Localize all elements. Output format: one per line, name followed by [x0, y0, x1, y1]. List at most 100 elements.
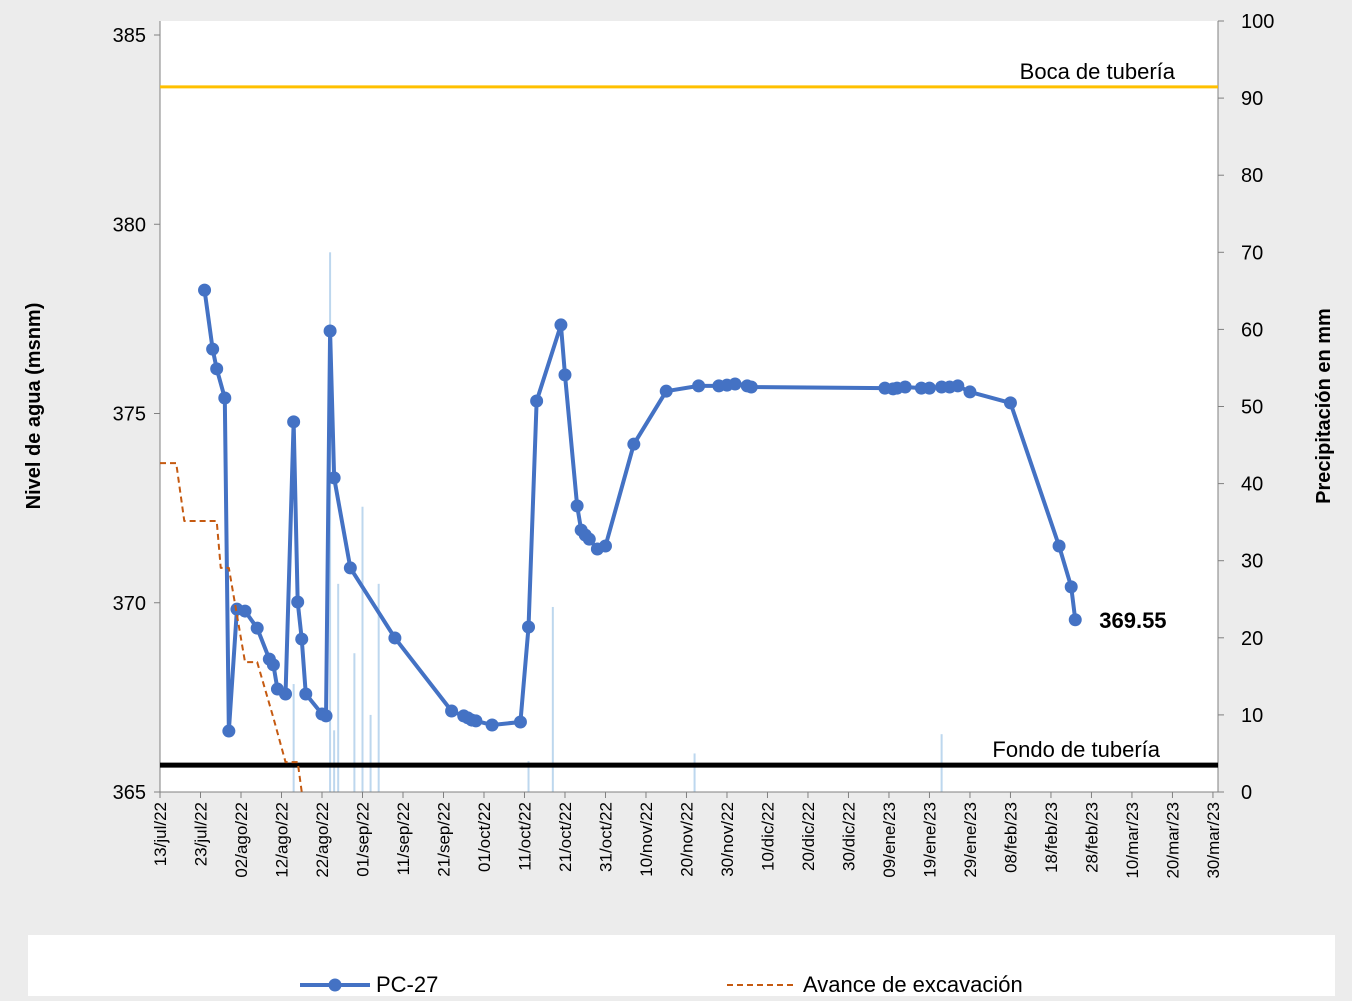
series-marker: [206, 342, 220, 356]
x-tick-label: 01/sep/22: [353, 802, 372, 877]
x-tick-label: 30/nov/22: [718, 802, 737, 877]
x-tick-label: 10/mar/23: [1123, 802, 1142, 879]
series-marker: [951, 379, 965, 393]
data-label: 369.55: [1099, 608, 1166, 633]
x-tick-label: 22/ago/22: [313, 802, 332, 878]
x-tick-label: 28/feb/23: [1082, 802, 1101, 873]
y2-tick-label: 30: [1241, 551, 1263, 573]
series-marker: [963, 385, 977, 399]
y2-tick-label: 70: [1241, 242, 1263, 264]
x-tick-label: 10/nov/22: [637, 802, 656, 877]
y2-tick-label: 90: [1241, 88, 1263, 110]
precip-bar: [353, 653, 356, 792]
series-marker: [728, 377, 742, 391]
precip-bar: [693, 753, 696, 792]
series-marker: [343, 561, 357, 575]
x-tick-label: 30/mar/23: [1204, 802, 1223, 879]
legend-marker: [328, 978, 342, 992]
x-tick-label: 20/mar/23: [1163, 802, 1182, 879]
x-tick-label: 31/oct/22: [596, 802, 615, 872]
x-tick-label: 09/ene/23: [880, 802, 899, 878]
x-tick-label: 11/oct/22: [515, 802, 534, 871]
series-marker: [744, 380, 758, 394]
y2-tick-label: 60: [1241, 319, 1263, 341]
x-tick-label: 10/dic/22: [758, 802, 777, 871]
x-tick-label: 08/feb/23: [1001, 802, 1020, 873]
y2-tick-label: 100: [1241, 11, 1274, 33]
series-marker: [299, 687, 313, 701]
series-marker: [222, 724, 236, 738]
precip-bar: [369, 714, 372, 792]
series-marker: [319, 709, 333, 723]
series-marker: [266, 658, 280, 672]
series-marker: [327, 471, 341, 485]
x-tick-label: 01/oct/22: [475, 802, 494, 872]
y2-tick-label: 40: [1241, 474, 1263, 496]
y-tick-label: 375: [113, 404, 146, 426]
x-tick-label: 13/jul/22: [151, 802, 170, 866]
series-marker: [598, 539, 612, 553]
x-tick-label: 18/feb/23: [1042, 802, 1061, 873]
precip-bar: [337, 583, 340, 792]
series-marker: [469, 714, 483, 728]
series-marker: [210, 362, 224, 376]
y2-tick-label: 20: [1241, 628, 1263, 650]
series-marker: [692, 379, 706, 393]
x-tick-label: 12/ago/22: [272, 802, 291, 878]
series-marker: [485, 718, 499, 732]
x-tick-label: 21/oct/22: [556, 802, 575, 872]
y2-axis-title: Precipitación en mm: [1313, 308, 1335, 504]
series-marker: [627, 437, 641, 451]
legend-box: [28, 935, 1335, 996]
x-tick-label: 30/dic/22: [839, 802, 858, 871]
series-marker: [558, 368, 572, 382]
x-tick-label: 20/nov/22: [677, 802, 696, 877]
series-marker: [250, 621, 264, 635]
precip-bar: [527, 761, 530, 792]
series-marker: [218, 391, 232, 405]
series-marker: [898, 380, 912, 394]
series-marker: [287, 415, 301, 429]
series-marker: [659, 384, 673, 398]
series-marker: [1064, 580, 1078, 594]
x-tick-label: 21/sep/22: [434, 802, 453, 877]
series-marker: [388, 631, 402, 645]
series-marker: [295, 632, 309, 646]
reference-label: Boca de tubería: [1020, 59, 1176, 84]
series-marker: [238, 604, 252, 618]
y-tick-label: 385: [113, 25, 146, 47]
series-marker: [445, 704, 459, 718]
x-tick-label: 20/dic/22: [799, 802, 818, 871]
x-tick-label: 11/sep/22: [394, 802, 413, 875]
series-marker: [570, 499, 584, 513]
precip-bar: [377, 583, 380, 792]
y2-tick-label: 50: [1241, 397, 1263, 419]
series-marker: [530, 394, 544, 408]
y2-tick-label: 10: [1241, 705, 1263, 727]
y2-tick-label: 0: [1241, 782, 1252, 804]
precip-bar: [551, 606, 554, 792]
series-marker: [922, 381, 936, 395]
y2-tick-label: 80: [1241, 165, 1263, 187]
plot-area: [160, 21, 1218, 792]
series-line: [160, 462, 303, 793]
series-marker: [1052, 539, 1066, 553]
series-marker: [279, 687, 293, 701]
series-marker: [522, 620, 536, 634]
x-tick-label: 29/ene/23: [961, 802, 980, 878]
precip-bar: [292, 684, 295, 792]
precip-bar: [333, 730, 336, 792]
legend-label: Avance de excavación: [803, 972, 1023, 996]
reference-label: Fondo de tubería: [992, 737, 1160, 762]
x-tick-label: 19/ene/23: [920, 802, 939, 878]
legend-label: PC-27: [376, 972, 438, 996]
precip-bar: [361, 506, 364, 792]
series-marker: [513, 715, 527, 729]
series-marker: [198, 283, 212, 297]
y-tick-label: 365: [113, 782, 146, 804]
series-marker: [582, 532, 596, 546]
precip-bar: [329, 252, 332, 793]
series-marker: [554, 318, 568, 332]
y-tick-label: 370: [113, 593, 146, 615]
